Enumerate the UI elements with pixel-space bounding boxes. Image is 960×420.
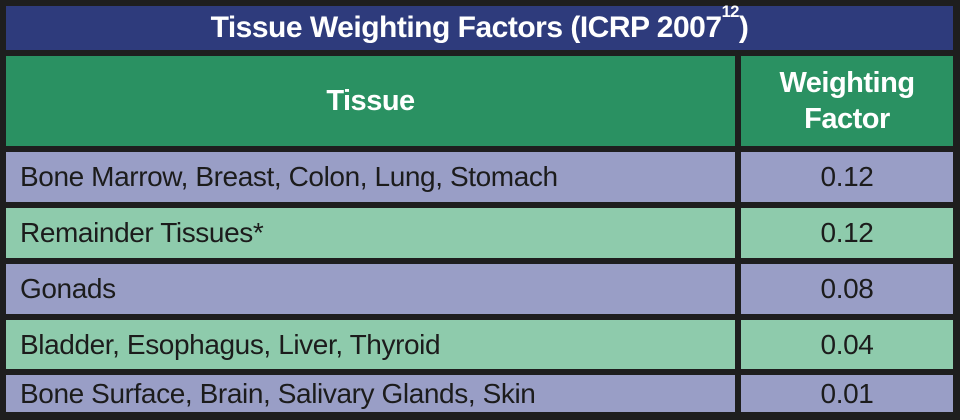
- table-row: Bone Surface, Brain, Salivary Glands, Sk…: [6, 375, 953, 412]
- tissue-cell: Gonads: [6, 264, 735, 314]
- table-title-close: ): [738, 11, 749, 44]
- tissue-cell: Bone Marrow, Breast, Colon, Lung, Stomac…: [6, 152, 735, 202]
- table-row: Bladder, Esophagus, Liver, Thyroid 0.04: [6, 320, 953, 369]
- factor-cell: 0.12: [741, 208, 953, 258]
- factor-cell: 0.01: [741, 375, 953, 412]
- tissue-cell: Bladder, Esophagus, Liver, Thyroid: [6, 320, 735, 369]
- factor-cell: 0.08: [741, 264, 953, 314]
- table-title: Tissue Weighting Factors (ICRP 200712): [6, 4, 953, 50]
- tissue-cell: Bone Surface, Brain, Salivary Glands, Sk…: [6, 375, 735, 412]
- table-title-text: Tissue Weighting Factors (ICRP 200712): [210, 4, 749, 45]
- column-header-weighting-factor: Weighting Factor: [741, 56, 953, 146]
- column-header-tissue: Tissue: [6, 56, 735, 146]
- table-title-superscript: 12: [721, 2, 740, 21]
- factor-cell: 0.12: [741, 152, 953, 202]
- table-header-row: Tissue Weighting Factor: [6, 56, 953, 146]
- table-row: Gonads 0.08: [6, 264, 953, 314]
- table-title-main: Tissue Weighting Factors (ICRP 2007: [210, 11, 723, 44]
- tissue-cell: Remainder Tissues*: [6, 208, 735, 258]
- table-row: Bone Marrow, Breast, Colon, Lung, Stomac…: [6, 152, 953, 202]
- table-row: Remainder Tissues* 0.12: [6, 208, 953, 258]
- factor-cell: 0.04: [741, 320, 953, 369]
